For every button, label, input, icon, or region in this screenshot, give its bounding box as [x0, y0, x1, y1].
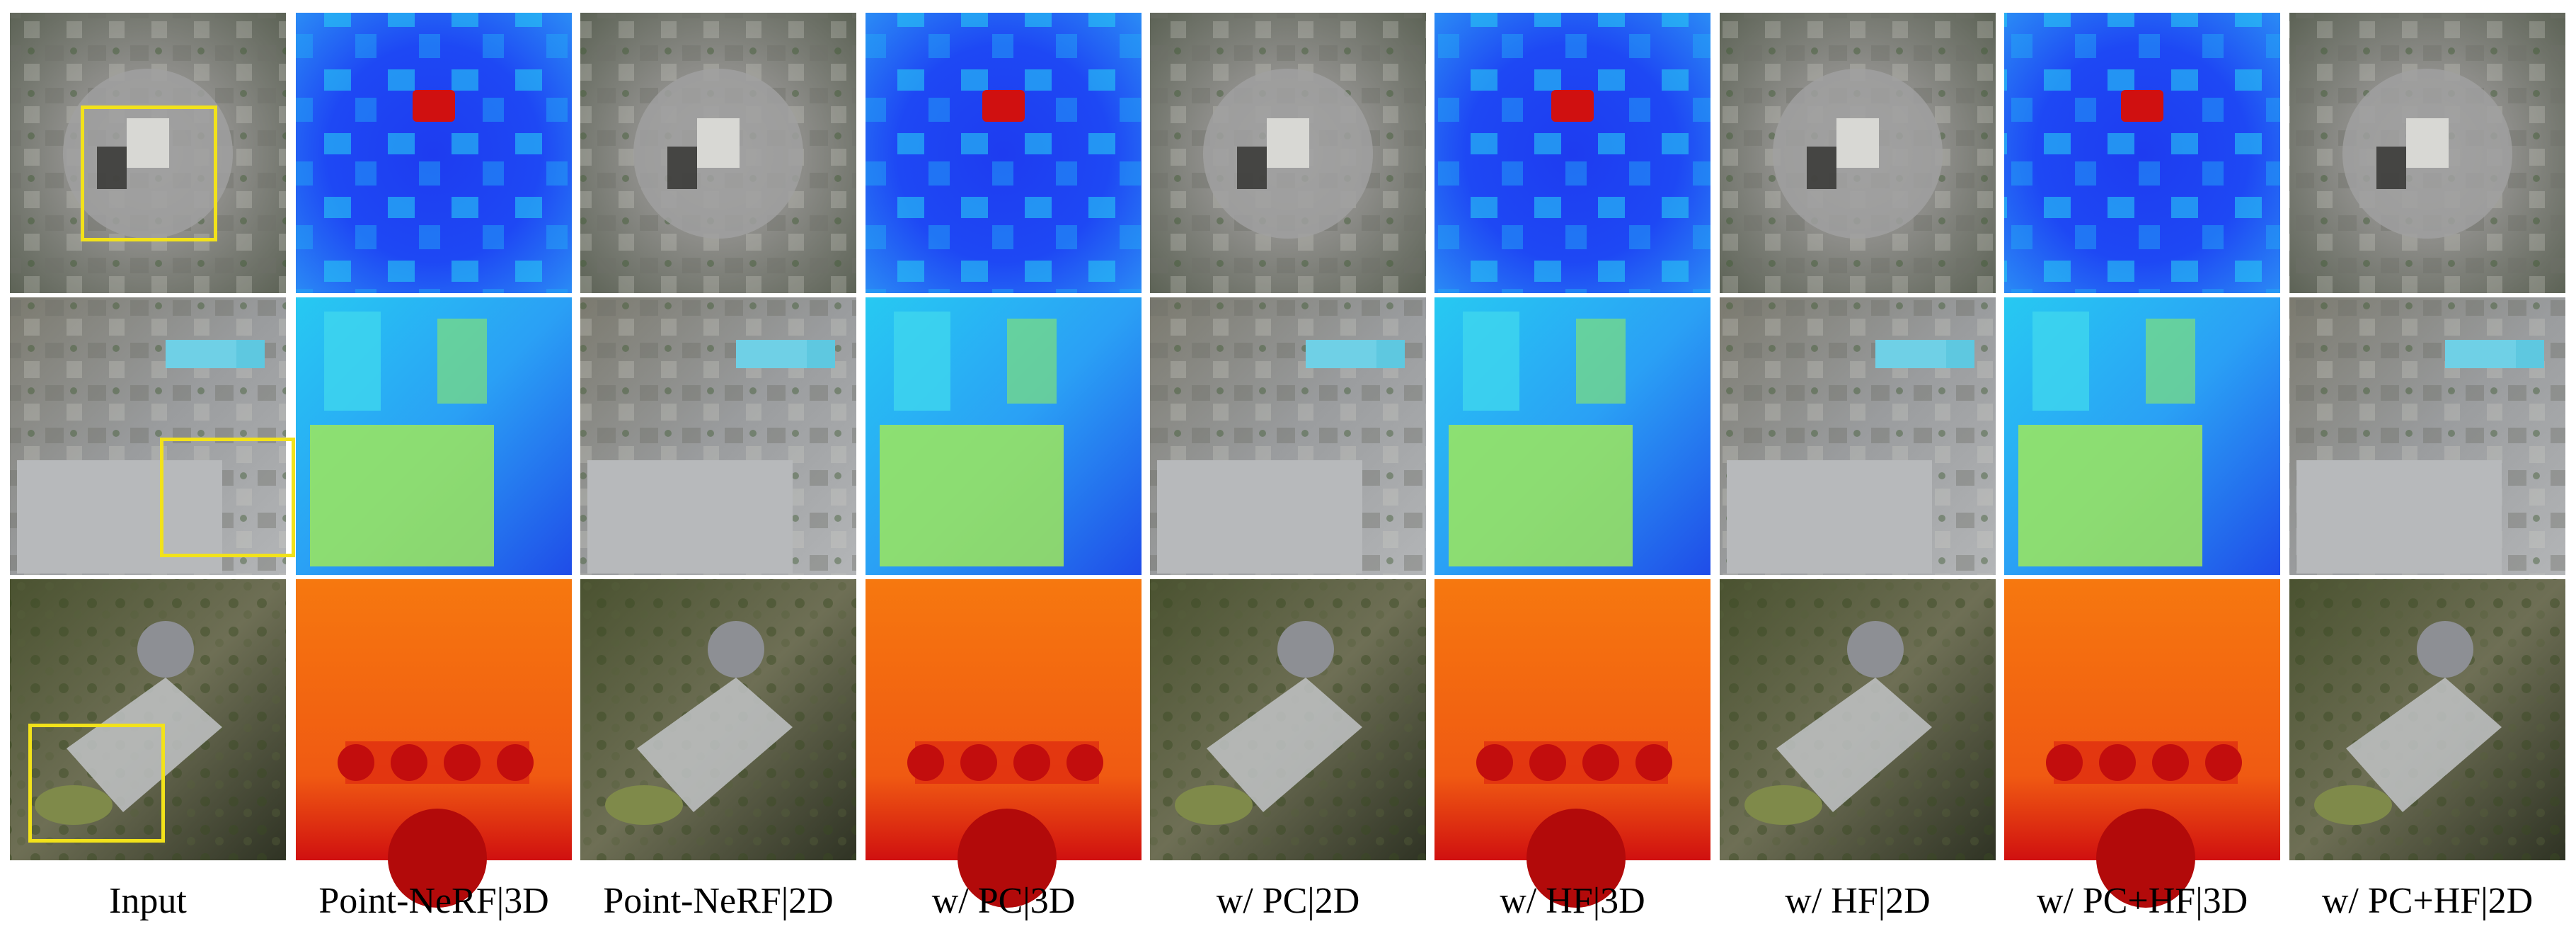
- tile-r1-c8: [2004, 13, 2280, 295]
- tile-r2-c5: [1150, 297, 1426, 579]
- tile-r1-c3: [580, 13, 856, 295]
- tile-r2-c3: [580, 297, 856, 579]
- tile-r2-c4: [866, 297, 1142, 579]
- column-label-5: w/ PC|2D: [1216, 881, 1360, 921]
- tile-r1-c1: [10, 13, 286, 295]
- tile-r3-c7: [1720, 578, 1996, 860]
- tile-r2-c9: [2289, 297, 2565, 579]
- highlight-box-row3: [28, 724, 165, 843]
- column-label-9: w/ PC+HF|2D: [2321, 881, 2534, 921]
- tile-r1-c9: [2289, 13, 2565, 295]
- tile-r1-c4: [866, 13, 1142, 295]
- tile-r3-c3: [580, 578, 856, 860]
- tile-r2-c2: [296, 297, 572, 579]
- column-label-3: Point-NeRF|2D: [603, 881, 834, 921]
- row-separator-2: [0, 575, 2576, 579]
- tile-r3-c4: [866, 578, 1142, 908]
- row-separator-1: [0, 293, 2576, 297]
- tile-r3-c9: [2289, 578, 2565, 860]
- tile-r3-c8: [2004, 578, 2280, 908]
- column-label-1: Input: [109, 881, 187, 921]
- tile-r2-c7: [1720, 297, 1996, 579]
- highlight-box-row1: [81, 105, 217, 241]
- tile-r3-c6: [1434, 578, 1710, 908]
- tile-r1-c7: [1720, 13, 1996, 295]
- tile-r1-c2: [296, 13, 572, 295]
- column-label-8: w/ PC+HF|3D: [2036, 881, 2248, 921]
- tile-r3-c5: [1150, 578, 1426, 860]
- tile-r1-c6: [1434, 13, 1710, 295]
- tile-r2-c8: [2004, 297, 2280, 579]
- column-label-6: w/ HF|3D: [1500, 881, 1645, 921]
- tile-r3-c1: [10, 578, 286, 860]
- tile-r1-c5: [1150, 13, 1426, 295]
- highlight-box-row2: [160, 438, 295, 557]
- tile-r2-c6: [1434, 297, 1710, 579]
- column-label-2: Point-NeRF|3D: [318, 881, 549, 921]
- column-label-4: w/ PC|3D: [931, 881, 1076, 921]
- column-label-7: w/ HF|2D: [1785, 881, 1931, 921]
- tile-r3-c2: [296, 578, 572, 908]
